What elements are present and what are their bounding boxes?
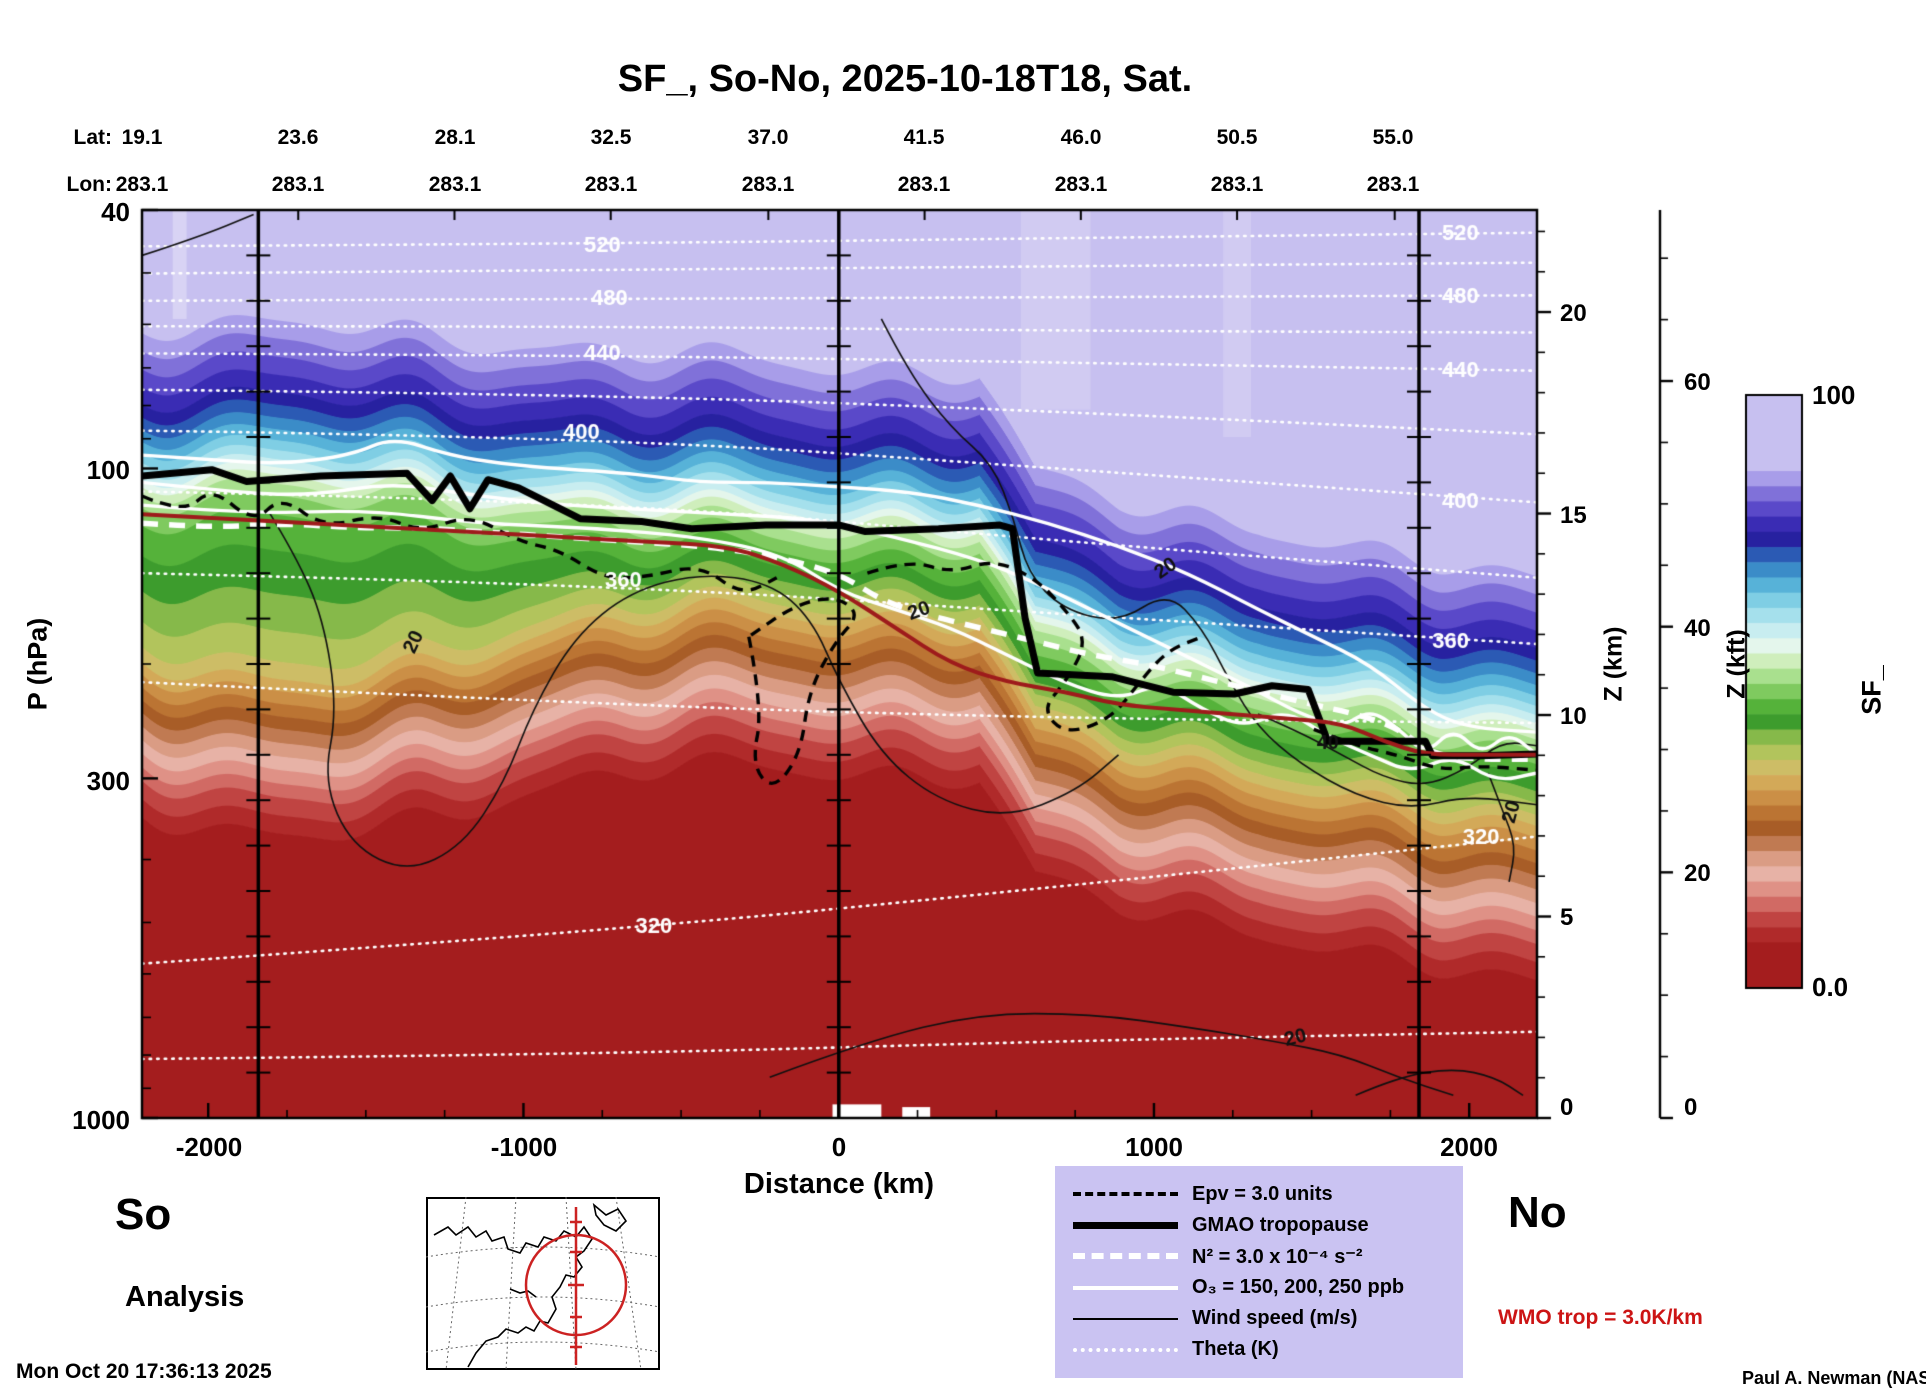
lat-value: 46.0 [1060,126,1102,149]
p-tick-40: 40 [101,197,130,227]
legend-entry-theta: Theta (K) [1073,1336,1445,1364]
legend-label: Wind speed (m/s) [1192,1307,1358,1330]
lat-value: 28.1 [434,126,476,149]
legend-label: O₃ = 150, 200, 250 ppb [1192,1276,1405,1299]
zkft-tick: 40 [1684,615,1711,642]
north-endpoint-label: No [1508,1188,1567,1237]
zkm-tick: 15 [1560,502,1587,529]
epv-line-sample [1073,1192,1178,1196]
lat-row-label: Lat: [73,126,113,149]
wind-line-sample [1073,1317,1178,1320]
lon-value: 283.1 [1054,173,1108,196]
zkft-tick: 0 [1684,1094,1698,1121]
legend: Epv = 3.0 units GMAO tropopause N² = 3.0… [1055,1166,1463,1378]
colorbar-max-label: 100 [1812,380,1856,410]
zkft-axis-title: Z (kft) [1722,629,1751,699]
zkm-tick: 10 [1560,703,1587,730]
lon-value: 283.1 [115,173,169,196]
legend-label: Theta (K) [1192,1338,1279,1361]
map-track-marker [524,1207,628,1365]
p-axis-title: P (hPa) [22,617,53,711]
lon-value: 283.1 [1366,173,1420,196]
zkft-tick: 60 [1684,369,1711,396]
zkm-axis-title: Z (km) [1599,626,1628,702]
legend-entry-wind: Wind speed (m/s) [1073,1305,1445,1333]
ozone-line-sample [1073,1285,1178,1290]
x-axis-title: Distance (km) [743,1168,935,1200]
zkm-tick: 5 [1560,904,1574,931]
p-tick-1000: 1000 [72,1105,130,1135]
zkft-tick: 20 [1684,860,1711,887]
legend-entry-gmao-tropopause: GMAO tropopause [1073,1211,1445,1239]
lat-value: 32.5 [590,126,632,149]
x-tick: -1000 [490,1132,558,1162]
analysis-label: Analysis [125,1281,245,1313]
lat-value: 37.0 [747,126,789,149]
colorbar-title: SF_ [1856,665,1887,715]
colorbar-min-label: 0.0 [1812,972,1849,1002]
x-tick: -2000 [175,1132,243,1162]
lon-value: 283.1 [897,173,951,196]
lon-value: 283.1 [271,173,325,196]
map-coastline [433,1202,628,1368]
timestamp: Mon Oct 20 17:36:13 2025 [16,1360,272,1383]
zkm-tick: 0 [1560,1094,1574,1121]
lat-value: 23.6 [277,126,319,149]
lon-value: 283.1 [428,173,482,196]
lat-value: 41.5 [903,126,945,149]
n2-line-sample [1073,1253,1178,1260]
legend-entry-epv: Epv = 3.0 units [1073,1180,1445,1208]
credit: Paul A. Newman (NASA [1742,1368,1926,1388]
p-tick-300: 300 [86,766,130,796]
x-tick: 1000 [1125,1132,1183,1162]
tropopause-line-sample [1073,1221,1178,1229]
lon-value: 283.1 [1210,173,1264,196]
lon-value: 283.1 [741,173,795,196]
legend-label: GMAO tropopause [1192,1213,1369,1236]
lon-row-label: Lon: [66,173,112,196]
x-tick: 0 [831,1132,847,1162]
x-tick: 2000 [1440,1132,1498,1162]
lat-value: 50.5 [1216,126,1258,149]
lon-value: 283.1 [584,173,638,196]
legend-label: Epv = 3.0 units [1192,1182,1333,1205]
wmo-trop-note: WMO trop = 3.0K/km [1498,1306,1703,1329]
page-title: SF_, So-No, 2025-10-18T18, Sat. [617,58,1193,100]
p-tick-100: 100 [86,455,130,485]
lat-value: 55.0 [1372,126,1414,149]
legend-entry-n2: N² = 3.0 x 10⁻⁴ s⁻² [1073,1242,1445,1270]
map-inset [426,1197,660,1370]
map-graticule [426,1197,660,1370]
south-endpoint-label: So [115,1190,172,1239]
zkm-tick: 20 [1560,300,1587,327]
legend-label: N² = 3.0 x 10⁻⁴ s⁻² [1192,1245,1363,1268]
legend-entry-ozone: O₃ = 150, 200, 250 ppb [1073,1274,1445,1302]
theta-line-sample [1073,1347,1178,1352]
lat-value: 19.1 [121,126,163,149]
